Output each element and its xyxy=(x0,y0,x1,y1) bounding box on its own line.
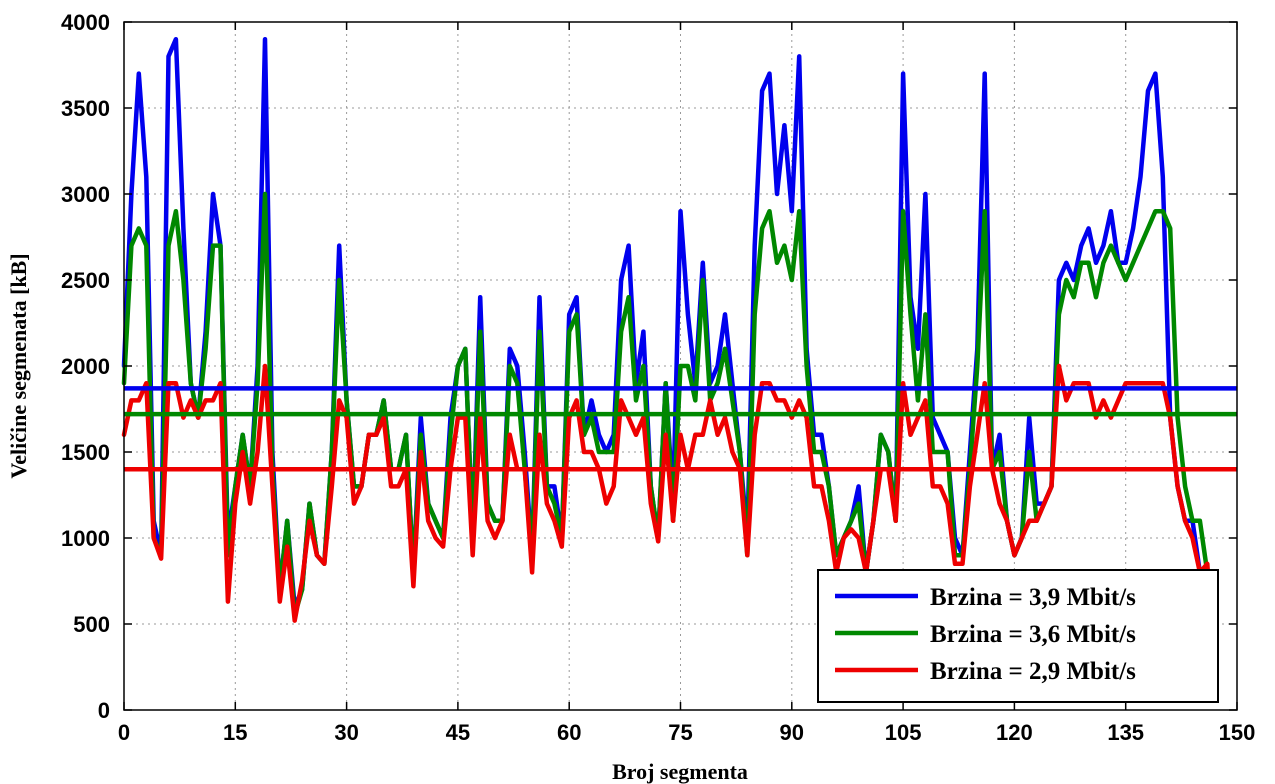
legend-box xyxy=(817,569,1219,703)
series-layer xyxy=(121,36,1237,678)
x-tick-label: 75 xyxy=(668,720,692,745)
x-tick-label: 150 xyxy=(1219,720,1256,745)
legend-label-3: Brzina = 2,9 Mbit/s xyxy=(930,658,1136,685)
series-line-3 xyxy=(121,363,1217,678)
x-tick-label: 105 xyxy=(885,720,922,745)
x-tick-label: 45 xyxy=(446,720,470,745)
y-tick-label: 500 xyxy=(73,612,110,637)
y-tick-label: 4000 xyxy=(61,10,110,35)
legend-label-1: Brzina = 3,9 Mbit/s xyxy=(930,584,1136,611)
x-axis-title: Broj segmenta xyxy=(612,759,748,784)
x-tick-label: 0 xyxy=(118,720,130,745)
x-tick-label: 15 xyxy=(223,720,247,745)
x-tick-label: 90 xyxy=(780,720,804,745)
y-tick-label: 1000 xyxy=(61,526,110,551)
legend-label-2: Brzina = 3,6 Mbit/s xyxy=(930,621,1136,648)
x-tick-label: 30 xyxy=(334,720,358,745)
y-tick-label: 1500 xyxy=(61,440,110,465)
y-tick-label: 2500 xyxy=(61,268,110,293)
legend: Brzina = 3,9 Mbit/s Brzina = 3,6 Mbit/s Br… xyxy=(817,569,1219,703)
y-tick-label: 3000 xyxy=(61,182,110,207)
x-tick-label: 135 xyxy=(1107,720,1144,745)
x-tick-label: 60 xyxy=(557,720,581,745)
x-tick-label: 120 xyxy=(996,720,1033,745)
y-tick-label: 0 xyxy=(98,698,110,723)
y-tick-label: 3500 xyxy=(61,96,110,121)
y-axis-title: Veličine segmenata [kB] xyxy=(6,253,31,478)
y-tick-label: 2000 xyxy=(61,354,110,379)
axis-ticks: 0 15 30 45 60 75 90 105 120 135 150050010001500200… xyxy=(61,10,1255,745)
